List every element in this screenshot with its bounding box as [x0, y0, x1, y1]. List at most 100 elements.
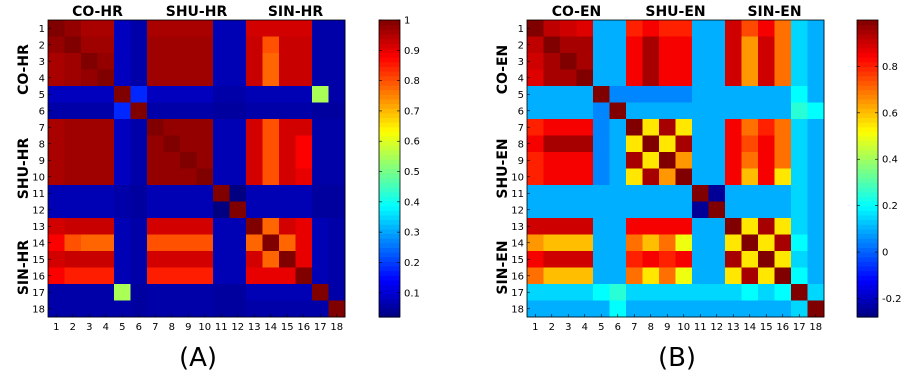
heatmap-cell [675, 267, 693, 285]
heatmap-cell [262, 69, 280, 87]
heatmap-cell [758, 69, 775, 87]
y-tick-label: 13 [511, 222, 524, 233]
heatmap-cell [213, 102, 230, 120]
x-tick-label: 8 [648, 322, 654, 333]
heatmap-cell [774, 102, 792, 120]
heatmap-cell [312, 69, 329, 87]
heatmap-cell [279, 168, 296, 186]
heatmap-cell [64, 20, 82, 37]
heatmap-cell [692, 102, 709, 120]
heatmap-cell [295, 86, 313, 103]
heatmap-cell [609, 53, 627, 70]
group-label-top: SHU-EN [645, 4, 705, 20]
heatmap-cell [576, 284, 594, 301]
colorbar-segment [379, 233, 400, 239]
heatmap-cell [560, 102, 577, 120]
y-tick-label: 5 [39, 90, 45, 101]
heatmap-cell [180, 218, 197, 235]
heatmap-cell [130, 86, 148, 103]
heatmap-cell [147, 53, 164, 70]
heatmap-cell [295, 251, 313, 268]
heatmap-cell [180, 168, 197, 186]
heatmap-cell [246, 267, 263, 285]
heatmap-cell [725, 185, 742, 202]
x-tick-label: 6 [136, 322, 142, 333]
heatmap-cell [725, 152, 742, 169]
heatmap-cell [196, 234, 214, 252]
heatmap-cell [81, 119, 98, 136]
x-tick-label: 7 [631, 322, 637, 333]
heatmap-cell [114, 251, 131, 268]
colorbar-segment [379, 182, 400, 188]
colorbar-segment [379, 47, 400, 54]
heatmap-cell [262, 86, 280, 103]
heatmap-cell [229, 168, 247, 186]
heatmap-cell [196, 20, 214, 37]
heatmap-cell [527, 36, 544, 54]
heatmap-cell [246, 284, 263, 301]
heatmap-cell [609, 20, 627, 37]
colorbar-segment [857, 145, 878, 151]
y-tick-label: 2 [518, 40, 524, 51]
heatmap-cell [180, 119, 197, 136]
colorbar-segment [379, 293, 400, 300]
heatmap-cell [725, 53, 742, 70]
colorbar-segment [379, 122, 400, 128]
heatmap-cell [774, 300, 792, 318]
heatmap-cell [295, 20, 313, 37]
heatmap-cell [675, 119, 693, 136]
heatmap-cell [97, 251, 115, 268]
heatmap-cell [593, 102, 610, 120]
heatmap-cell [758, 135, 775, 153]
heatmap-cell [807, 20, 825, 37]
y-tick-label: 13 [32, 222, 45, 233]
heatmap-cell [147, 69, 164, 87]
heatmap-cell [576, 185, 594, 202]
group-label-left: SHU-EN [495, 138, 511, 198]
group-label-top: SIN-HR [268, 4, 324, 20]
heatmap-cell [279, 185, 296, 202]
colorbar-segment [857, 200, 878, 207]
heatmap-cell [213, 168, 230, 186]
heatmap-cell [659, 267, 676, 285]
heatmap-cell [741, 201, 759, 219]
colorbar-segment [379, 126, 400, 132]
heatmap-cell [229, 201, 247, 219]
heatmap-cell [725, 234, 742, 252]
heatmap-cell [659, 36, 676, 54]
y-tick-label: 3 [39, 57, 45, 68]
heatmap-cell [114, 86, 131, 103]
colorbar-segment [857, 214, 878, 221]
heatmap-cell [147, 234, 164, 252]
y-tick-label: 2 [39, 40, 45, 51]
heatmap-cell [659, 119, 676, 136]
heatmap-cell [279, 36, 296, 54]
heatmap-cell [97, 267, 115, 285]
heatmap-cell [213, 218, 230, 235]
heatmap-cell [708, 267, 726, 285]
heatmap-cell [791, 185, 808, 202]
heatmap-cell [626, 119, 643, 136]
heatmap-cell [807, 300, 825, 318]
colorbar-segment [857, 149, 878, 156]
heatmap-cell [147, 135, 164, 153]
heatmap-cell [279, 69, 296, 87]
colorbar-segment [857, 247, 878, 253]
heatmap-cell [609, 69, 627, 87]
heatmap-cell [48, 284, 65, 301]
colorbar-segment [857, 29, 878, 35]
heatmap-cell [213, 251, 230, 268]
heatmap-cell [659, 234, 676, 252]
colorbar-frame [856, 19, 879, 318]
heatmap-cell [114, 69, 131, 87]
heatmap-cell [543, 168, 561, 186]
heatmap-cell [527, 20, 544, 37]
heatmap-cell [130, 218, 148, 235]
heatmap-cell [609, 201, 627, 219]
heatmap-cell [114, 267, 131, 285]
heatmap-cell [593, 185, 610, 202]
heatmap-cell [527, 168, 544, 186]
heatmap-cell [229, 69, 247, 87]
heatmap-cell [262, 201, 280, 219]
heatmap-cell [130, 251, 148, 268]
